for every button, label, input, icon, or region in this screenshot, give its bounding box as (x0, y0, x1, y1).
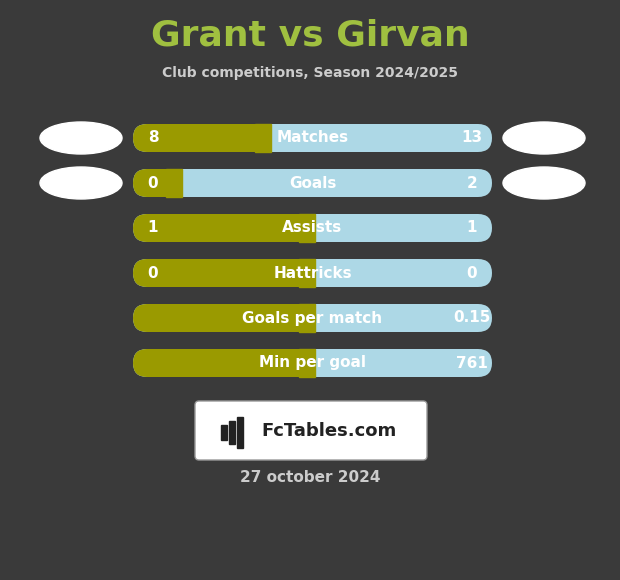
Text: Goals per match: Goals per match (242, 310, 383, 325)
Text: 8: 8 (148, 130, 158, 146)
Text: Matches: Matches (277, 130, 348, 146)
Bar (298, 304, 314, 332)
FancyBboxPatch shape (133, 304, 312, 332)
Ellipse shape (503, 167, 585, 199)
Ellipse shape (40, 122, 122, 154)
Text: 0: 0 (148, 266, 158, 281)
Bar (237, 418, 243, 448)
Text: Club competitions, Season 2024/2025: Club competitions, Season 2024/2025 (162, 66, 458, 80)
Text: 2: 2 (467, 176, 477, 190)
FancyBboxPatch shape (133, 124, 492, 152)
FancyBboxPatch shape (133, 124, 270, 152)
FancyBboxPatch shape (133, 259, 312, 287)
Text: Hattricks: Hattricks (273, 266, 352, 281)
FancyBboxPatch shape (133, 349, 312, 377)
Bar (298, 349, 314, 377)
FancyBboxPatch shape (133, 214, 492, 242)
Text: Grant vs Girvan: Grant vs Girvan (151, 18, 469, 52)
Text: 761: 761 (456, 356, 488, 371)
Ellipse shape (40, 167, 122, 199)
Bar (298, 214, 314, 242)
Text: Assists: Assists (282, 220, 343, 235)
FancyBboxPatch shape (133, 169, 180, 197)
Bar (229, 421, 235, 444)
Text: 27 october 2024: 27 october 2024 (240, 470, 380, 485)
Bar (166, 169, 182, 197)
Text: 0.15: 0.15 (453, 310, 490, 325)
Text: FcTables.com: FcTables.com (262, 422, 397, 440)
FancyBboxPatch shape (133, 259, 492, 287)
Ellipse shape (503, 122, 585, 154)
FancyBboxPatch shape (195, 401, 427, 460)
Bar (298, 259, 314, 287)
FancyBboxPatch shape (133, 214, 312, 242)
Text: Goals: Goals (289, 176, 336, 190)
Bar (255, 124, 272, 152)
FancyBboxPatch shape (133, 304, 492, 332)
FancyBboxPatch shape (133, 349, 492, 377)
Text: 0: 0 (467, 266, 477, 281)
Bar (221, 425, 227, 440)
Text: Min per goal: Min per goal (259, 356, 366, 371)
Text: 1: 1 (467, 220, 477, 235)
FancyBboxPatch shape (133, 169, 492, 197)
Text: 13: 13 (461, 130, 482, 146)
Text: 1: 1 (148, 220, 158, 235)
Text: 0: 0 (148, 176, 158, 190)
